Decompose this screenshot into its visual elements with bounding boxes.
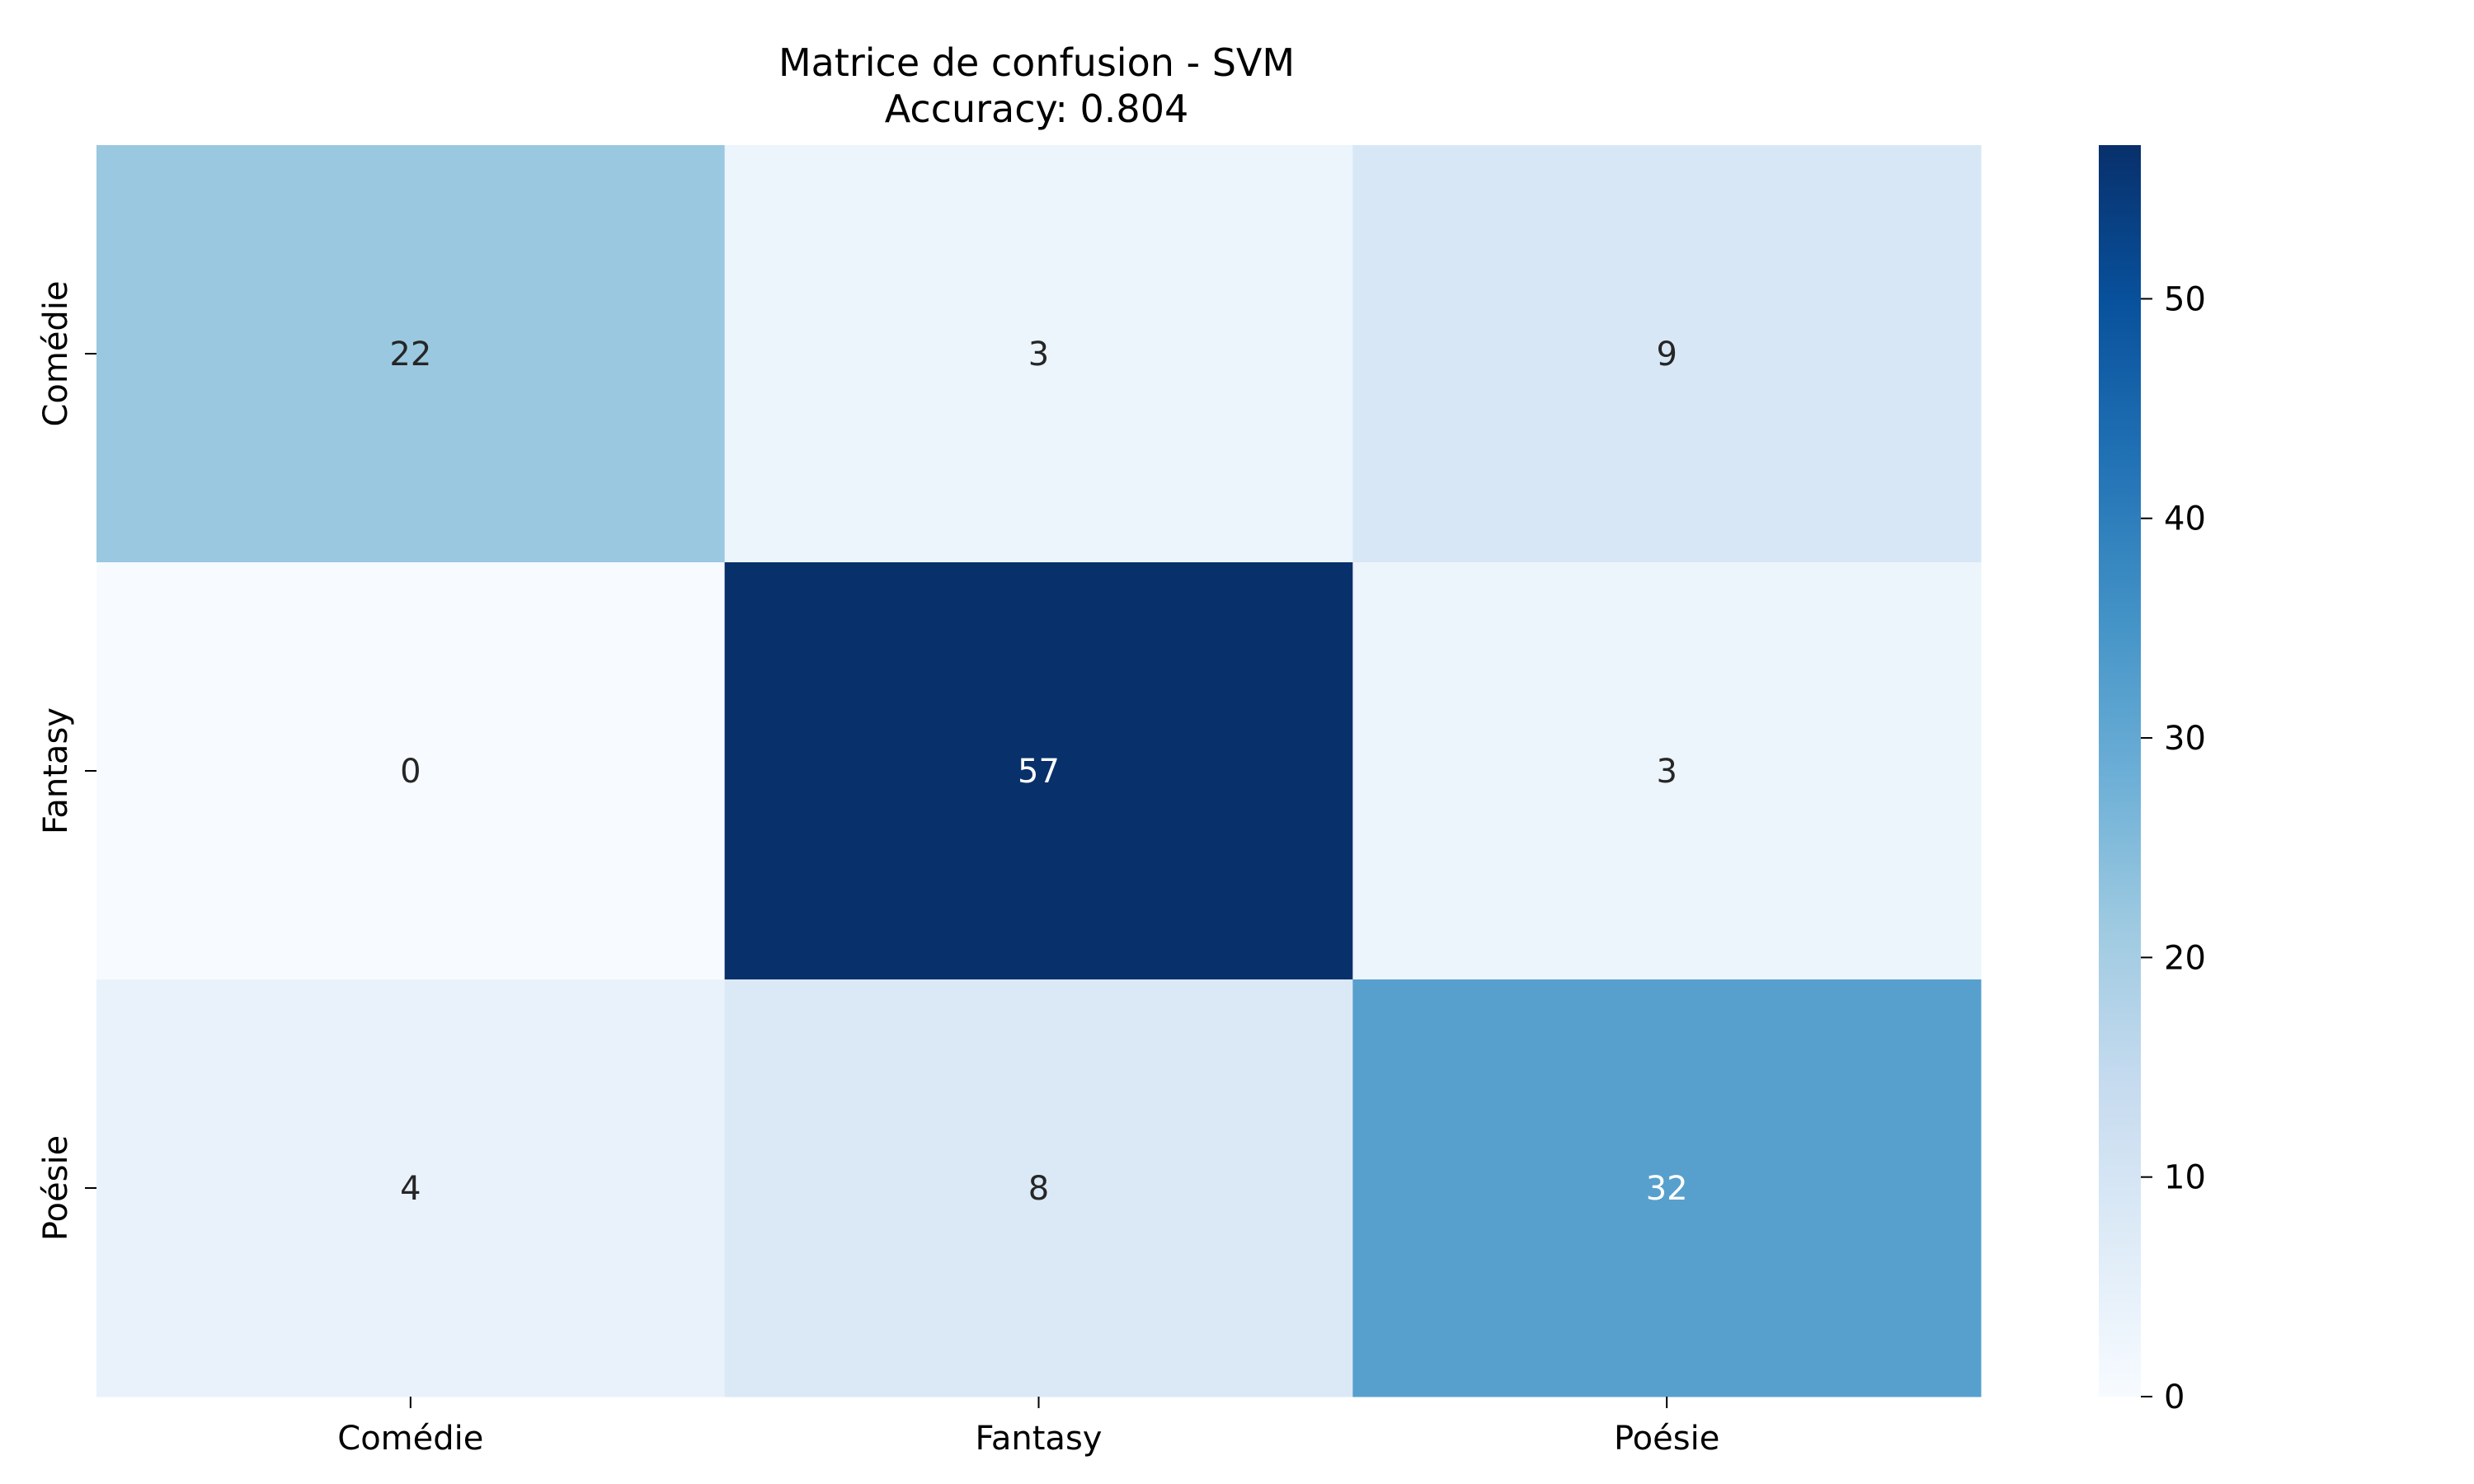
heatmap-cell-label: 22 [389,336,431,373]
chart-subtitle: Accuracy: 0.804 [885,87,1188,131]
heatmap-cell [96,145,726,563]
heatmap-cell-label: 4 [400,1170,421,1208]
heatmap-cell [96,562,726,980]
colorbar: 0 10 20 30 40 50 [2099,145,2206,1416]
heatmap-cell [1352,562,1982,980]
heatmap-cell-label: 57 [1018,753,1060,791]
y-tick-label: Poésie [37,1135,75,1241]
y-tick-label: Fantasy [37,707,75,834]
colorbar-ticks: 0 10 20 30 40 50 [2141,280,2206,1416]
colorbar-tick-label: 0 [2164,1378,2185,1416]
heatmap-cell [96,979,726,1397]
heatmap-cell-label: 9 [1656,336,1677,373]
heatmap-cell-label: 0 [400,753,421,791]
colorbar-tick-label: 20 [2164,939,2206,977]
colorbar-tick-label: 40 [2164,500,2206,538]
heatmap-cell-label: 8 [1028,1170,1049,1208]
heatmap-cell [1352,979,1982,1397]
colorbar-gradient [2099,145,2141,1397]
heatmap-cell [1352,145,1982,563]
x-tick-label: Poésie [1614,1420,1719,1458]
heatmap-cell [724,562,1353,980]
heatmap-cell [724,145,1353,563]
colorbar-tick-label: 10 [2164,1159,2206,1197]
x-axis: Comédie Fantasy Poésie [337,1397,1719,1458]
heatmap-cell-label: 32 [1646,1170,1688,1208]
x-tick-label: Comédie [337,1420,483,1458]
y-tick-label: Comédie [37,280,75,426]
heatmap-cell-labels: 22 3 9 0 57 3 4 8 32 [389,336,1687,1208]
x-tick-label: Fantasy [976,1420,1103,1458]
colorbar-tick-label: 50 [2164,280,2206,318]
heatmap-cell-label: 3 [1656,753,1677,791]
chart-title: Matrice de confusion - SVM [778,40,1295,85]
colorbar-tick-label: 30 [2164,720,2206,758]
heatmap-cells [96,145,1982,1397]
y-axis: Comédie Fantasy Poésie [37,280,96,1241]
heatmap-cell-label: 3 [1028,336,1049,373]
heatmap-cell [724,979,1353,1397]
